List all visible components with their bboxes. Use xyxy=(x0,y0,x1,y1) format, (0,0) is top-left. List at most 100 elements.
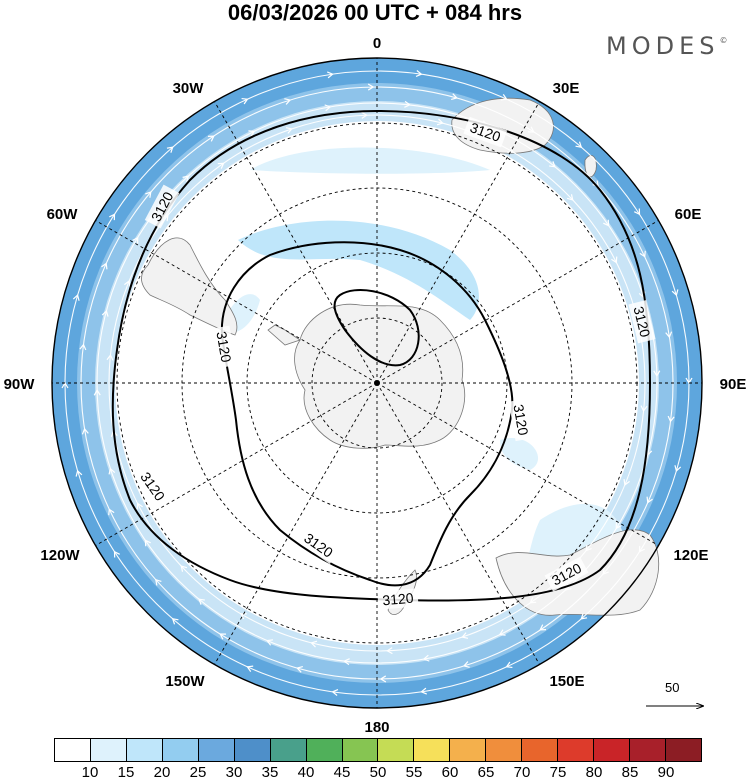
wind-vector-head xyxy=(634,208,641,216)
geopotential-contours xyxy=(111,109,652,602)
wind-vector-head xyxy=(361,111,368,119)
colorbar-tick-label: 70 xyxy=(513,764,531,781)
wind-vector-head xyxy=(653,370,661,377)
logo-text: MODES xyxy=(606,32,720,60)
wind-vector-head xyxy=(527,126,535,133)
south-pole-marker xyxy=(374,380,380,386)
reference-vector-label: 50 xyxy=(665,680,680,695)
streamline-ring-4 xyxy=(108,114,646,652)
colorbar-tick-label: 85 xyxy=(621,764,639,781)
lon-label-150w: 150W xyxy=(165,673,205,690)
colorbar-tick-label: 35 xyxy=(261,764,279,781)
wind-vector-head xyxy=(386,647,393,655)
colorbar-tick-label: 25 xyxy=(189,764,207,781)
colorbar-tick-label: 10 xyxy=(81,764,99,781)
wind-vector-head xyxy=(145,191,152,198)
wind-vector-head xyxy=(217,162,225,169)
meridian-line xyxy=(214,382,378,665)
wind-vector-head xyxy=(310,640,318,648)
wind-vector-head xyxy=(451,93,458,101)
wind-vector-head xyxy=(72,293,80,301)
contour-label: 3120 xyxy=(382,590,415,609)
wind-vector-head xyxy=(101,262,108,270)
chart-title: 06/03/2026 00 UTC + 084 hrs xyxy=(227,0,523,25)
wind-vector-head xyxy=(81,427,89,435)
colorbar-box xyxy=(162,739,199,761)
wind-vector-head xyxy=(615,522,622,530)
wind-patch-south-atlantic xyxy=(250,147,490,174)
south-america xyxy=(141,237,238,336)
wind-vector-head xyxy=(248,130,256,137)
wind-vector-head xyxy=(182,175,190,182)
wind-vector-head xyxy=(109,213,116,221)
wind-vector-head xyxy=(585,544,592,552)
wind-vector-head xyxy=(198,598,205,605)
lon-label-150e: 150E xyxy=(549,673,584,690)
wind-vector-head xyxy=(180,565,188,572)
wind-vector-head xyxy=(549,161,556,168)
contour-3120-inner xyxy=(220,241,514,587)
wind-vector-head xyxy=(93,389,101,396)
wind-vector-head xyxy=(285,127,293,134)
lon-label-90e: 90E xyxy=(720,376,747,393)
map-boundary xyxy=(51,57,703,709)
colorbar-labels: 10 15 20 25 30 35 40 45 50 55 60 65 70 75 80 85 90 xyxy=(54,764,702,782)
latitude-circle-2 xyxy=(246,252,508,514)
wind-vector-head xyxy=(436,118,444,126)
colorbar-tick-label: 65 xyxy=(477,764,495,781)
contour-label: 3120 xyxy=(630,305,653,339)
longitude-labels: 0 30E 60E 90E 120E 150E 180 150W 120W 90… xyxy=(4,35,747,736)
colorbar-tick-label: 55 xyxy=(405,764,423,781)
colorbar-tick-label: 60 xyxy=(441,764,459,781)
wind-patch-indian xyxy=(500,437,539,470)
wind-vector-head xyxy=(646,496,653,504)
lon-label-90w: 90W xyxy=(4,376,36,393)
wind-vector-head xyxy=(367,83,375,91)
contour-label: 3120 xyxy=(213,330,234,364)
wind-vector-head xyxy=(580,613,588,620)
wind-vector-head xyxy=(326,71,334,79)
wind-vector-head xyxy=(640,405,648,413)
wind-vector-head xyxy=(136,502,143,510)
colorbar-box xyxy=(306,739,343,761)
wind-vector-head xyxy=(505,661,513,669)
antarctica xyxy=(294,303,466,449)
wind-vector-head xyxy=(219,633,227,640)
colorbar-tick-label: 30 xyxy=(225,764,243,781)
wind-patch-antarctic-front xyxy=(238,220,479,320)
wind-vector-head xyxy=(667,415,675,423)
wind-vector-head xyxy=(603,219,610,227)
wind-vector-head xyxy=(155,578,162,586)
colorbar-tick-label: 50 xyxy=(369,764,387,781)
colorbar-box xyxy=(414,739,451,761)
wind-vector-head xyxy=(461,632,469,639)
wind-vector-head xyxy=(507,146,515,153)
wind-vector-head xyxy=(113,550,120,558)
colorbar-tick-label: 15 xyxy=(117,764,135,781)
wind-vector-head xyxy=(415,70,423,78)
wind-vector-head xyxy=(284,98,292,105)
meridian-line xyxy=(376,382,659,546)
meridian-line xyxy=(95,220,378,384)
wind-vector-head xyxy=(462,661,470,668)
wind-vector-head xyxy=(529,597,537,604)
wind-vector-head xyxy=(207,135,215,142)
wind-vector-head xyxy=(266,639,274,646)
wind-vector-head xyxy=(671,289,679,297)
meridian-line xyxy=(376,101,540,384)
wind-vector-head xyxy=(296,665,303,673)
colorbar-tick-label: 75 xyxy=(549,764,567,781)
wind-vector-head xyxy=(106,353,114,361)
colorbar-box xyxy=(234,739,271,761)
wind-vector-head xyxy=(420,687,428,695)
wind-vector-head xyxy=(575,141,583,148)
meridian-lines xyxy=(52,58,702,708)
latitude-circle-1 xyxy=(311,317,443,449)
colorbar-box xyxy=(90,739,127,761)
colorbar-box xyxy=(630,739,666,761)
wind-vector-head xyxy=(241,97,249,105)
colorbar xyxy=(54,738,702,762)
wind-vector-head xyxy=(379,675,387,683)
wind-vector-head xyxy=(566,194,574,201)
